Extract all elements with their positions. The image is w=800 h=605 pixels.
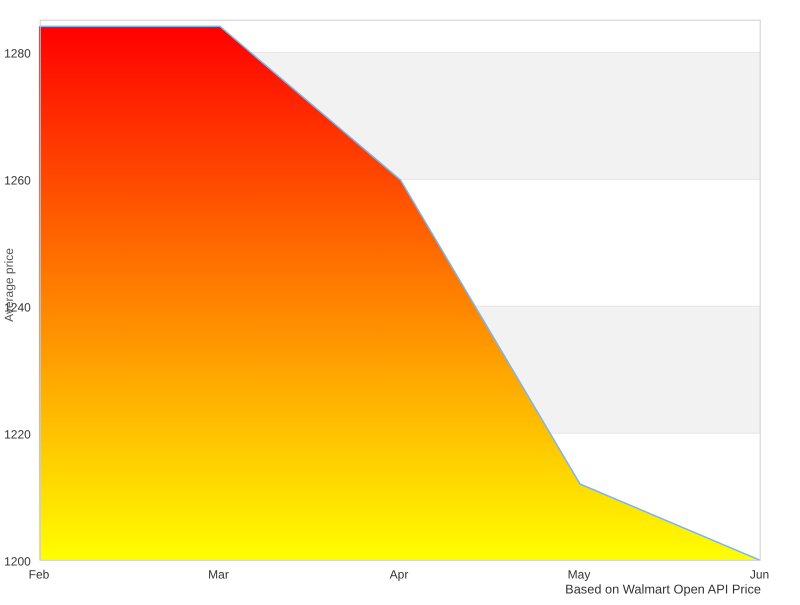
svg-text:Average price: Average price xyxy=(2,248,16,322)
svg-text:Jun: Jun xyxy=(750,567,769,581)
svg-text:1260: 1260 xyxy=(4,173,31,187)
svg-text:1220: 1220 xyxy=(4,427,31,441)
svg-text:1200: 1200 xyxy=(4,554,31,568)
svg-text:Feb: Feb xyxy=(29,567,50,581)
svg-text:Based on Walmart Open API Pric: Based on Walmart Open API Price xyxy=(565,582,761,597)
svg-text:Mar: Mar xyxy=(208,567,229,581)
svg-text:1280: 1280 xyxy=(4,46,31,60)
svg-text:Apr: Apr xyxy=(390,567,409,581)
svg-text:May: May xyxy=(568,567,591,581)
svg-text:1240: 1240 xyxy=(4,300,31,314)
